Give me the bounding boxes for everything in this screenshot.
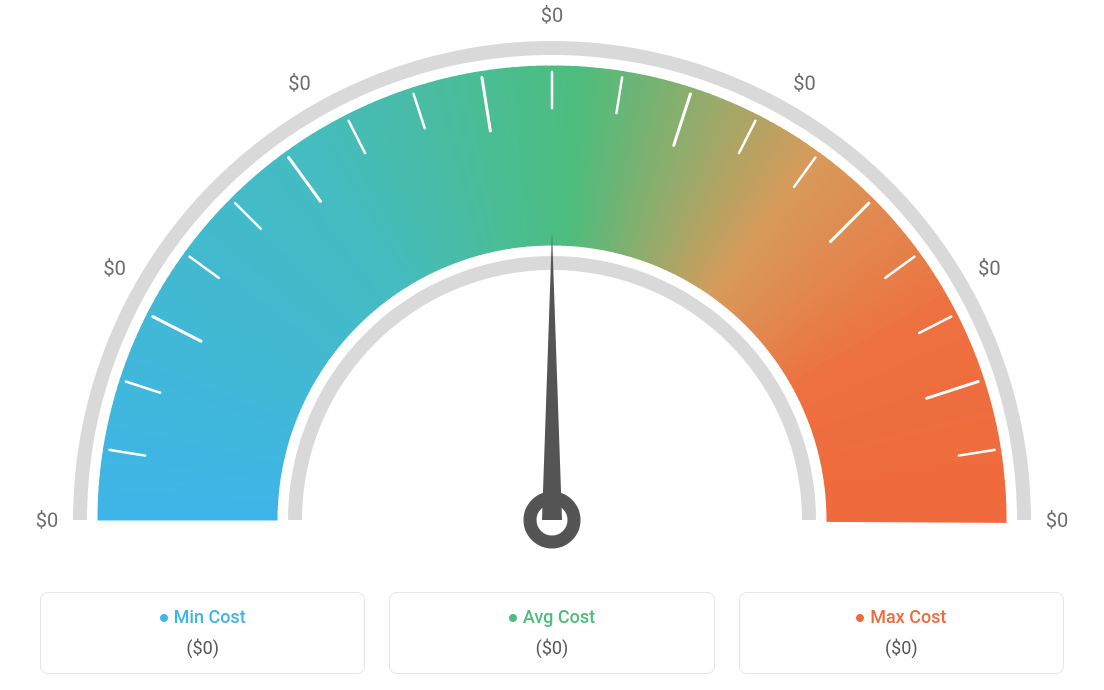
gauge-scale-label: $0 xyxy=(541,3,563,27)
legend-card-max: Max Cost ($0) xyxy=(739,592,1064,674)
legend-card-avg: Avg Cost ($0) xyxy=(389,592,714,674)
gauge-scale-label: $0 xyxy=(978,256,1000,280)
legend-label-max: Max Cost xyxy=(870,607,946,628)
legend-card-min: Min Cost ($0) xyxy=(40,592,365,674)
gauge-scale-label: $0 xyxy=(793,71,815,95)
gauge-scale-label: $0 xyxy=(288,71,310,95)
legend-title-min: Min Cost xyxy=(51,607,354,628)
gauge-scale-label: $0 xyxy=(1046,508,1068,532)
gauge-chart: $0 $0 $0 $0 $0 $0 $0 xyxy=(0,0,1104,560)
legend-value-avg: ($0) xyxy=(400,638,703,659)
legend-dot-avg xyxy=(509,614,517,622)
gauge-scale-label: $0 xyxy=(103,256,125,280)
legend-value-max: ($0) xyxy=(750,638,1053,659)
legend-dot-min xyxy=(160,614,168,622)
legend-row: Min Cost ($0) Avg Cost ($0) Max Cost ($0… xyxy=(40,592,1064,674)
legend-label-min: Min Cost xyxy=(174,607,246,628)
legend-dot-max xyxy=(856,614,864,622)
legend-title-max: Max Cost xyxy=(750,607,1053,628)
gauge-svg xyxy=(0,0,1104,560)
gauge-scale-label: $0 xyxy=(36,508,58,532)
legend-label-avg: Avg Cost xyxy=(523,607,595,628)
legend-value-min: ($0) xyxy=(51,638,354,659)
legend-title-avg: Avg Cost xyxy=(400,607,703,628)
